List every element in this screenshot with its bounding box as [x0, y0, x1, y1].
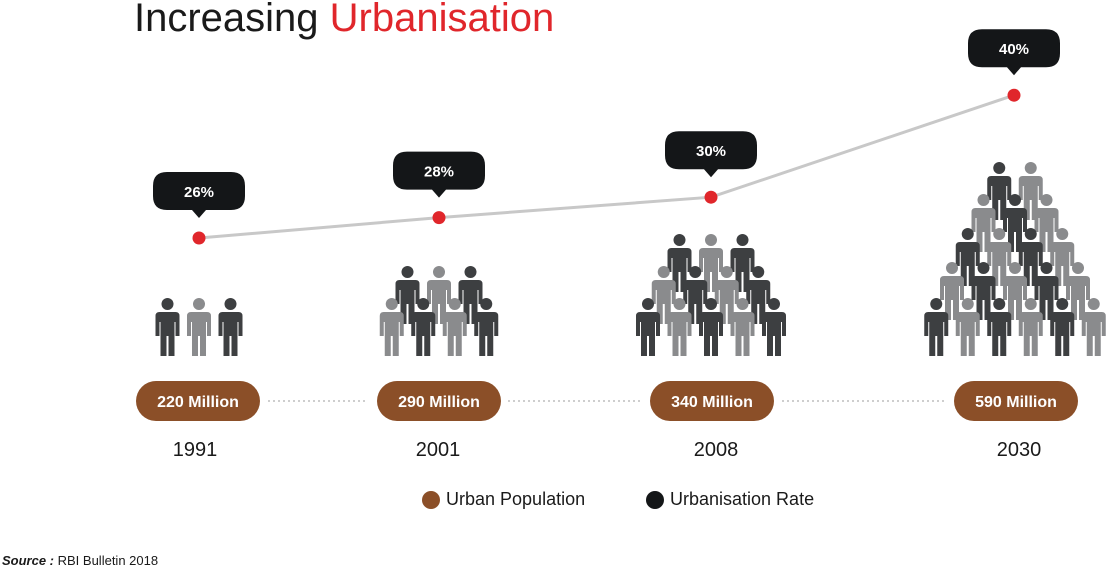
source-note: Source : RBI Bulletin 2018 — [2, 553, 158, 568]
source-label: Source : — [2, 553, 55, 568]
person-icon — [971, 194, 996, 252]
rate-point — [704, 190, 718, 204]
person-icon — [987, 298, 1012, 356]
population-pill — [650, 381, 774, 421]
person-icon — [442, 298, 467, 356]
rate-label: 26% — [184, 184, 214, 201]
person-icon — [971, 262, 996, 320]
person-icon — [1018, 298, 1043, 356]
person-icon — [187, 298, 211, 356]
year-label: 2001 — [416, 439, 461, 461]
person-icon — [1034, 262, 1059, 320]
population-label: 340 Million — [671, 394, 753, 411]
rate-bubble — [153, 172, 245, 218]
person-icon — [730, 298, 755, 356]
person-icon — [1050, 228, 1075, 286]
population-label: 290 Million — [398, 394, 480, 411]
person-icon — [1003, 262, 1027, 320]
person-icon — [636, 298, 660, 356]
rate-bubble — [968, 29, 1060, 76]
population-pill — [377, 381, 501, 421]
person-icon — [474, 298, 499, 356]
year-label: 2030 — [997, 439, 1042, 461]
rate-label: 28% — [424, 164, 454, 181]
chart-title: Increasing Urbanisation — [134, 0, 554, 41]
rate-bubble — [393, 151, 485, 198]
title-main: Increasing — [134, 0, 330, 40]
legend-population-label: Urban Population — [446, 489, 586, 509]
person-icon — [699, 298, 723, 356]
legend-rate-label: Urbanisation Rate — [670, 489, 815, 509]
rate-bubble — [665, 131, 757, 178]
legend-urbanisation-rate: Urbanisation Rate — [646, 489, 814, 510]
legend-urban-population: Urban Population — [422, 489, 585, 510]
person-icon — [924, 298, 949, 356]
title-accent: Urbanisation — [329, 0, 555, 40]
population-pill — [136, 381, 260, 421]
person-icon — [155, 298, 180, 356]
rate-point — [432, 211, 446, 225]
person-icon — [987, 228, 1012, 286]
rate-label: 40% — [999, 41, 1029, 58]
rate-line — [198, 93, 1015, 240]
person-icon — [1034, 194, 1059, 252]
person-icon — [955, 298, 980, 356]
chart-area: 26% 28% 30% 40% 220 Million 290 Million 340 Mi… — [136, 29, 1106, 461]
person-icon — [762, 298, 786, 356]
legend-population-swatch — [422, 490, 440, 509]
person-icon — [1050, 298, 1075, 356]
person-icon — [667, 298, 692, 356]
population-label: 590 Million — [975, 394, 1057, 411]
person-icon — [940, 262, 964, 320]
rate-point — [1007, 88, 1021, 102]
person-icon — [1066, 262, 1090, 320]
year-label: 1991 — [173, 439, 218, 461]
person-icon — [1018, 228, 1043, 286]
legend-rate-swatch — [646, 490, 664, 509]
person-icon — [1081, 298, 1106, 356]
person-icon — [379, 298, 404, 356]
rate-point — [192, 231, 206, 245]
year-label: 2008 — [694, 439, 739, 461]
person-icon — [218, 298, 243, 356]
person-icon — [411, 298, 436, 356]
population-pill — [954, 381, 1078, 421]
rate-label: 30% — [696, 143, 726, 160]
source-text: RBI Bulletin 2018 — [54, 553, 159, 568]
person-icon — [955, 228, 980, 286]
population-label: 220 Million — [157, 394, 239, 411]
person-icon — [1003, 194, 1027, 252]
